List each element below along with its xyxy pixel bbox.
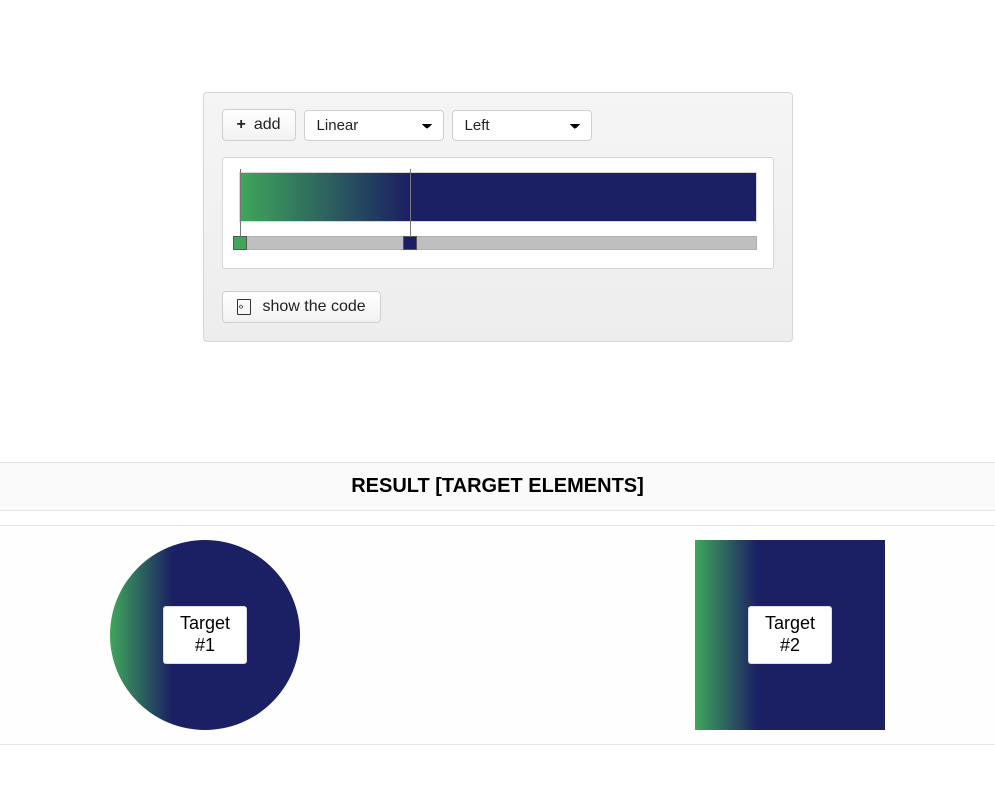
show-code-button[interactable]: show the code [222, 291, 381, 323]
results-header: RESULT [TARGET ELEMENTS] [0, 462, 995, 511]
gradient-preview-box [222, 157, 774, 269]
gradient-preview-bar [239, 172, 757, 222]
gradient-direction-select[interactable]: Left [452, 110, 592, 141]
target-element-2: Target#2 [695, 540, 885, 730]
show-code-row: show the code [222, 291, 774, 323]
gradient-stops-track[interactable] [239, 236, 757, 250]
gradient-stop-line [410, 169, 411, 237]
target-label: Target#1 [163, 606, 247, 663]
target-element-1: Target#1 [110, 540, 300, 730]
show-code-label: show the code [263, 298, 366, 316]
gradient-editor-panel: + add Linear Left show the code [203, 92, 793, 342]
gradient-type-select[interactable]: Linear [304, 110, 444, 141]
gradient-stop-handle-0[interactable] [233, 236, 247, 250]
gradient-stop-line [240, 169, 241, 237]
add-button[interactable]: + add [222, 109, 296, 141]
code-icon [237, 299, 251, 315]
toolbar: + add Linear Left [222, 109, 774, 141]
target-label: Target#2 [748, 606, 832, 663]
plus-icon: + [237, 116, 246, 134]
gradient-stop-handle-1[interactable] [403, 236, 417, 250]
results-row: Target#1 Target#2 [0, 525, 995, 745]
add-button-label: add [254, 116, 281, 134]
